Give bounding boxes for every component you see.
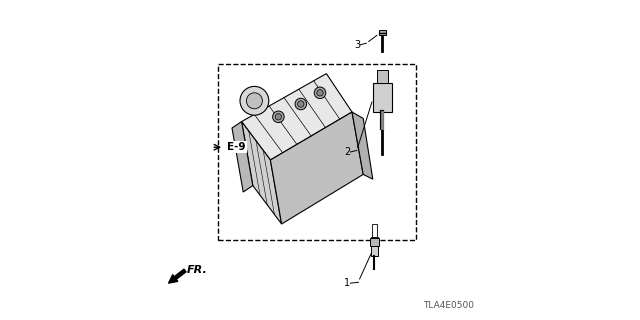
Text: 1: 1 [344, 278, 351, 288]
Text: 2: 2 [344, 147, 351, 157]
Polygon shape [242, 74, 352, 160]
Circle shape [246, 93, 262, 109]
Text: TLA4E0500: TLA4E0500 [422, 301, 474, 310]
Circle shape [317, 90, 323, 96]
Text: E-9: E-9 [227, 142, 246, 152]
Circle shape [275, 114, 282, 120]
Text: 3: 3 [354, 40, 360, 50]
Bar [370, 238, 379, 246]
Bar [371, 237, 378, 256]
Polygon shape [377, 70, 388, 83]
Polygon shape [232, 122, 253, 192]
Circle shape [314, 87, 326, 99]
Text: FR.: FR. [187, 265, 208, 276]
Circle shape [298, 101, 304, 107]
Polygon shape [270, 112, 364, 224]
Bar [379, 30, 385, 35]
Bar [372, 224, 377, 237]
Polygon shape [372, 83, 392, 112]
Circle shape [273, 111, 284, 123]
Polygon shape [242, 122, 282, 224]
Polygon shape [352, 112, 372, 179]
Circle shape [240, 86, 269, 115]
Circle shape [295, 98, 307, 110]
